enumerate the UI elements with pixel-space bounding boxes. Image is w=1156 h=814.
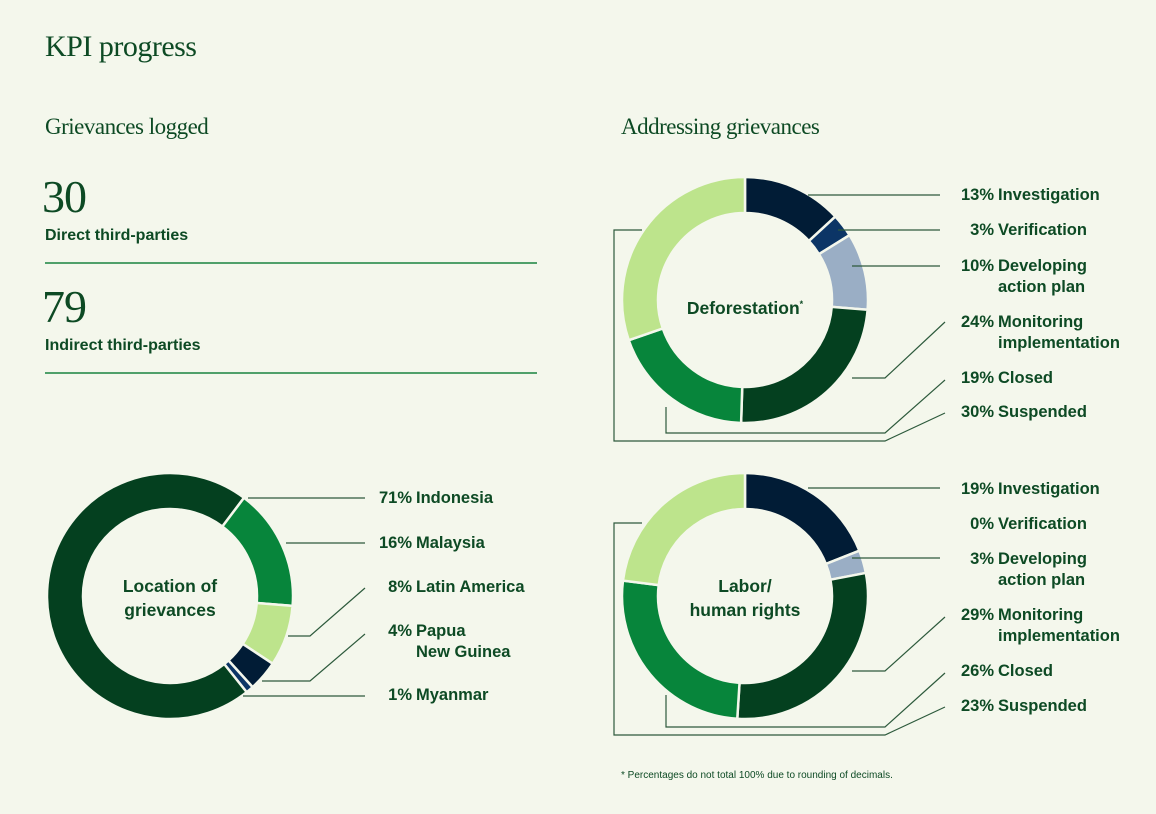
legend-label: Closed xyxy=(998,369,1054,387)
legend-item: 16% Malaysia xyxy=(368,533,485,554)
legend-label: Suspended xyxy=(998,697,1087,715)
location-chart-center-label: Location of grievances xyxy=(90,574,250,622)
footnote-marker: * xyxy=(799,299,804,309)
legend-item: 3% Developing action plan xyxy=(944,549,1087,591)
leader-line xyxy=(613,522,946,736)
leader-line xyxy=(852,616,946,672)
legend-pct: 71% xyxy=(378,489,412,507)
legend-pct: 3% xyxy=(970,550,994,568)
legend-pct: 26% xyxy=(960,662,994,680)
leader-line xyxy=(665,672,946,728)
stat-direct-value: 30 xyxy=(42,171,87,222)
divider xyxy=(45,372,537,374)
addressing-grievances-heading: Addressing grievances xyxy=(621,114,820,139)
center-label-line: Location of xyxy=(122,576,218,596)
legend-item: 23% Suspended xyxy=(944,696,1087,717)
donut-slice xyxy=(627,326,744,425)
legend-item: 1% Myanmar xyxy=(368,685,488,706)
legend-item: 3% Verification xyxy=(944,220,1087,241)
legend-label: Indonesia xyxy=(416,489,494,507)
leader-line xyxy=(613,229,946,442)
legend-item: 71% Indonesia xyxy=(368,488,493,509)
legend-pct: 1% xyxy=(388,686,412,704)
legend-label: Investigation xyxy=(998,480,1100,498)
legend-pct: 3% xyxy=(970,221,994,239)
legend-label: Developing action plan xyxy=(998,257,1087,296)
footnote: * Percentages do not total 100% due to r… xyxy=(621,770,893,781)
stat-indirect-label: Indirect third-parties xyxy=(45,337,201,354)
donut-slice xyxy=(620,175,747,342)
deforestation-chart-center-label: Deforestation* xyxy=(665,292,825,320)
legend-item: 19% Closed xyxy=(944,368,1053,389)
legend-pct: 13% xyxy=(960,186,994,204)
divider xyxy=(45,262,537,264)
donut-slice xyxy=(739,305,869,425)
legend-item: 4% Papua New Guinea xyxy=(368,621,510,663)
leader-line xyxy=(852,321,946,379)
legend-item: 29% Monitoring implementation xyxy=(944,605,1120,647)
legend-label: Myanmar xyxy=(416,686,489,704)
legend-item: 30% Suspended xyxy=(944,402,1087,423)
legend-label: Latin America xyxy=(416,578,525,596)
legend-item: 19% Investigation xyxy=(944,479,1100,500)
donut-slice xyxy=(45,471,249,721)
legend-pct: 10% xyxy=(960,257,994,275)
legend-label: Verification xyxy=(998,221,1087,239)
legend-pct: 19% xyxy=(960,369,994,387)
legend-label: Closed xyxy=(998,662,1054,680)
legend-label: Papua New Guinea xyxy=(416,622,511,661)
legend-pct: 0% xyxy=(970,515,994,533)
legend-pct: 4% xyxy=(388,622,412,640)
legend-item: 13% Investigation xyxy=(944,185,1100,206)
legend-pct: 24% xyxy=(960,313,994,331)
center-label-line: human rights xyxy=(689,600,801,620)
labor-chart-center-label: Labor/ human rights xyxy=(665,574,825,622)
labor-donut xyxy=(620,471,870,721)
legend-item: 24% Monitoring implementation xyxy=(944,312,1120,354)
legend-label: Developing action plan xyxy=(998,550,1087,589)
legend-pct: 19% xyxy=(960,480,994,498)
grievances-logged-heading: Grievances logged xyxy=(45,114,209,139)
legend-label: Investigation xyxy=(998,186,1100,204)
legend-label: Monitoring implementation xyxy=(998,606,1120,645)
center-label-line: grievances xyxy=(124,600,216,620)
legend-pct: 8% xyxy=(388,578,412,596)
donut-slice xyxy=(743,471,861,566)
legend-pct: 30% xyxy=(960,403,994,421)
legend-pct: 16% xyxy=(378,534,412,552)
center-label-line: Labor/ xyxy=(718,576,772,596)
legend-item: 0% Verification xyxy=(944,514,1087,535)
deforestation-donut xyxy=(620,175,870,425)
stat-direct-label: Direct third-parties xyxy=(45,227,189,244)
legend-label: Malaysia xyxy=(416,534,485,552)
legend-label: Suspended xyxy=(998,403,1087,421)
legend-label: Verification xyxy=(998,515,1087,533)
legend-pct: 29% xyxy=(960,606,994,624)
legend-item: 26% Closed xyxy=(944,661,1053,682)
legend-pct: 23% xyxy=(960,697,994,715)
location-donut xyxy=(45,471,295,721)
legend-item: 8% Latin America xyxy=(368,577,525,598)
center-label-line: Deforestation xyxy=(686,297,800,318)
donut-slice xyxy=(222,658,255,694)
leader-line xyxy=(288,587,366,637)
page-title: KPI progress xyxy=(45,30,197,63)
leader-line xyxy=(665,379,946,434)
stat-indirect-value: 79 xyxy=(42,281,87,332)
donut-slice xyxy=(621,471,747,587)
legend-item: 10% Developing action plan xyxy=(944,256,1087,298)
legend-label: Monitoring implementation xyxy=(998,313,1120,352)
leader-line xyxy=(262,633,366,682)
